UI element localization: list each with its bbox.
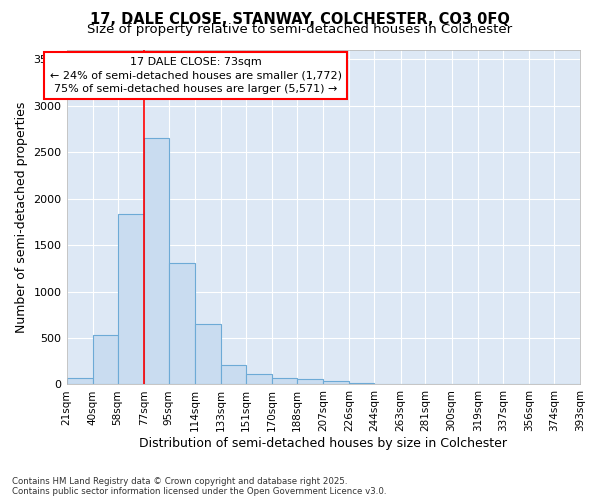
Bar	[67, 378, 93, 384]
Bar	[221, 365, 246, 384]
Bar	[169, 263, 195, 384]
Text: 17, DALE CLOSE, STANWAY, COLCHESTER, CO3 0FQ: 17, DALE CLOSE, STANWAY, COLCHESTER, CO3…	[90, 12, 510, 28]
Text: Contains HM Land Registry data © Crown copyright and database right 2025.
Contai: Contains HM Land Registry data © Crown c…	[12, 476, 386, 496]
X-axis label: Distribution of semi-detached houses by size in Colchester: Distribution of semi-detached houses by …	[139, 437, 507, 450]
Bar	[246, 374, 272, 384]
Bar	[118, 214, 144, 384]
Bar	[144, 138, 169, 384]
Bar	[195, 324, 221, 384]
Text: 17 DALE CLOSE: 73sqm
← 24% of semi-detached houses are smaller (1,772)
75% of se: 17 DALE CLOSE: 73sqm ← 24% of semi-detac…	[50, 58, 341, 94]
Bar	[272, 378, 297, 384]
Bar	[297, 380, 323, 384]
Bar	[349, 383, 374, 384]
Bar	[323, 381, 349, 384]
Bar	[93, 335, 118, 384]
Text: Size of property relative to semi-detached houses in Colchester: Size of property relative to semi-detach…	[88, 22, 512, 36]
Y-axis label: Number of semi-detached properties: Number of semi-detached properties	[15, 102, 28, 333]
